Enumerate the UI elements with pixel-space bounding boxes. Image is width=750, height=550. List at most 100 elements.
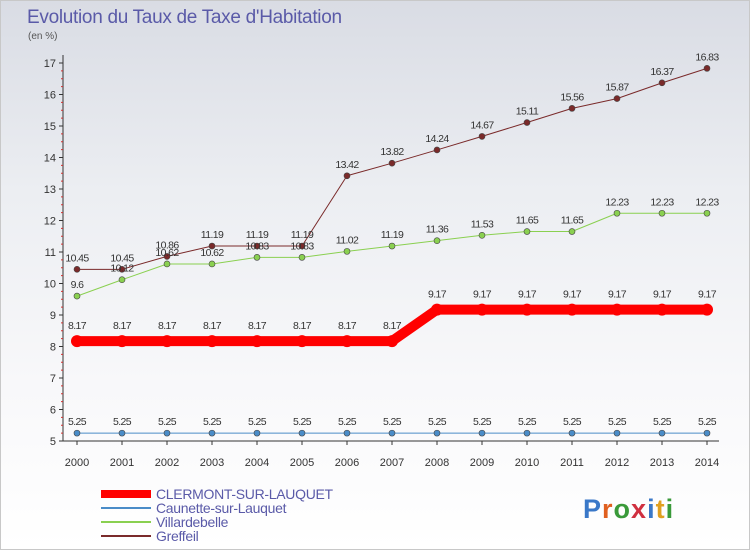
x-tick-label: 2007 — [380, 457, 404, 469]
x-tick-label: 2000 — [65, 457, 89, 469]
data-label: 8.17 — [338, 320, 357, 332]
chart-data-labels: 10.45 10.45 10.86 11.19 11.19 11.19 13.42 13.82… — [65, 51, 720, 428]
data-label: 9.17 — [653, 289, 672, 301]
data-label: 16.37 — [650, 66, 674, 78]
legend-item: Caunette-sur-Lauquet — [101, 500, 287, 516]
series-0 — [71, 303, 713, 348]
data-label: 10.62 — [200, 247, 224, 259]
data-label: 10.83 — [290, 240, 314, 252]
data-point — [476, 303, 488, 316]
data-label: 9.17 — [473, 289, 492, 301]
y-tick-label: 9 — [50, 310, 56, 322]
data-point — [161, 335, 173, 348]
data-point — [298, 242, 306, 250]
data-label: 5.25 — [383, 416, 402, 428]
series-2 — [73, 209, 711, 300]
y-tick: 10 — [44, 259, 63, 291]
data-point — [251, 335, 263, 348]
data-label: 11.19 — [246, 229, 269, 241]
data-point — [566, 303, 578, 316]
data-point — [478, 133, 486, 140]
data-point — [298, 429, 306, 437]
data-point — [433, 429, 441, 437]
x-tick-label: 2008 — [425, 457, 449, 469]
data-point — [253, 254, 261, 261]
x-tick: 2012 — [605, 441, 629, 469]
data-label: 9.17 — [518, 289, 537, 301]
data-label: 11.02 — [336, 234, 359, 246]
data-point — [613, 429, 621, 437]
data-label: 16.83 — [695, 51, 719, 63]
x-tick-label: 2014 — [695, 457, 719, 469]
data-point — [253, 429, 261, 437]
y-tick-label: 6 — [50, 405, 56, 417]
y-tick-label: 5 — [50, 436, 56, 448]
data-label: 10.62 — [155, 247, 179, 259]
data-point — [118, 276, 126, 284]
data-point — [208, 429, 216, 437]
legend-item: Villardebelle — [101, 514, 229, 530]
x-tick: 2007 — [380, 441, 404, 469]
data-point — [613, 95, 621, 102]
data-label: 5.25 — [698, 416, 717, 428]
x-tick: 2011 — [560, 441, 584, 469]
x-tick: 2013 — [650, 441, 674, 469]
data-label: 10.83 — [245, 240, 269, 252]
data-label: 5.25 — [158, 416, 177, 428]
data-point — [658, 209, 666, 217]
data-point — [341, 335, 353, 348]
data-label: 13.42 — [335, 159, 359, 171]
data-point — [611, 303, 623, 316]
data-point — [656, 303, 668, 316]
data-label: 11.19 — [381, 229, 404, 241]
data-point — [388, 242, 396, 250]
x-tick-label: 2006 — [335, 457, 359, 469]
y-tick-label: 17 — [44, 58, 56, 70]
y-tick-label: 14 — [44, 153, 56, 165]
data-point — [433, 146, 441, 154]
data-point — [478, 232, 486, 239]
data-point — [523, 429, 531, 437]
data-point — [568, 105, 576, 112]
data-label: 9.17 — [428, 289, 447, 301]
x-tick-label: 2004 — [245, 457, 269, 469]
data-label: 5.25 — [203, 416, 222, 428]
data-label: 14.24 — [425, 133, 449, 145]
x-tick-label: 2010 — [515, 457, 539, 469]
x-tick-label: 2012 — [605, 457, 629, 469]
x-tick: 2001 — [110, 441, 134, 469]
data-label: 10.45 — [110, 252, 134, 264]
data-point — [701, 303, 713, 316]
data-label: 10.45 — [65, 252, 89, 264]
x-tick: 2006 — [335, 441, 359, 469]
x-tick-label: 2009 — [470, 457, 494, 469]
data-label: 9.17 — [608, 289, 627, 301]
data-point — [523, 119, 531, 126]
data-label: 12.23 — [605, 196, 629, 208]
data-label: 11.36 — [426, 224, 449, 236]
y-tick: 15 — [44, 101, 63, 133]
x-tick-label: 2001 — [110, 457, 134, 469]
data-point — [431, 303, 443, 316]
data-point — [523, 228, 531, 235]
data-point — [73, 266, 81, 273]
data-point — [343, 172, 351, 180]
logo-letter: t — [656, 494, 666, 524]
data-label: 5.25 — [338, 416, 357, 428]
x-tick: 2010 — [515, 441, 539, 469]
x-tick: 2003 — [200, 441, 224, 469]
data-label: 5.25 — [248, 416, 267, 428]
data-label: 5.25 — [653, 416, 672, 428]
data-label: 5.25 — [68, 416, 87, 428]
y-tick: 6 — [50, 385, 63, 417]
x-tick: 2002 — [155, 441, 179, 469]
data-label: 15.56 — [560, 91, 584, 103]
data-point — [71, 335, 83, 348]
x-tick: 2000 — [65, 441, 89, 469]
legend-label: CLERMONT-SUR-LAUQUET — [156, 486, 334, 502]
y-tick-label: 13 — [44, 184, 56, 196]
y-tick: 12 — [44, 196, 63, 228]
data-point — [703, 65, 711, 72]
legend-label: Greffeil — [156, 528, 199, 544]
